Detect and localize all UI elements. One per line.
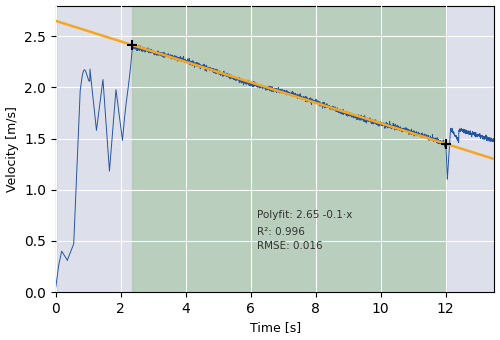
Text: R²: 0.996: R²: 0.996 xyxy=(258,227,305,237)
Bar xyxy=(132,5,446,292)
X-axis label: Time [s]: Time [s] xyxy=(250,321,300,335)
Text: RMSE: 0.016: RMSE: 0.016 xyxy=(258,241,323,251)
Text: Polyfit: 2.65 -0.1·x: Polyfit: 2.65 -0.1·x xyxy=(258,210,352,220)
Y-axis label: Velocity [m/s]: Velocity [m/s] xyxy=(6,106,18,192)
